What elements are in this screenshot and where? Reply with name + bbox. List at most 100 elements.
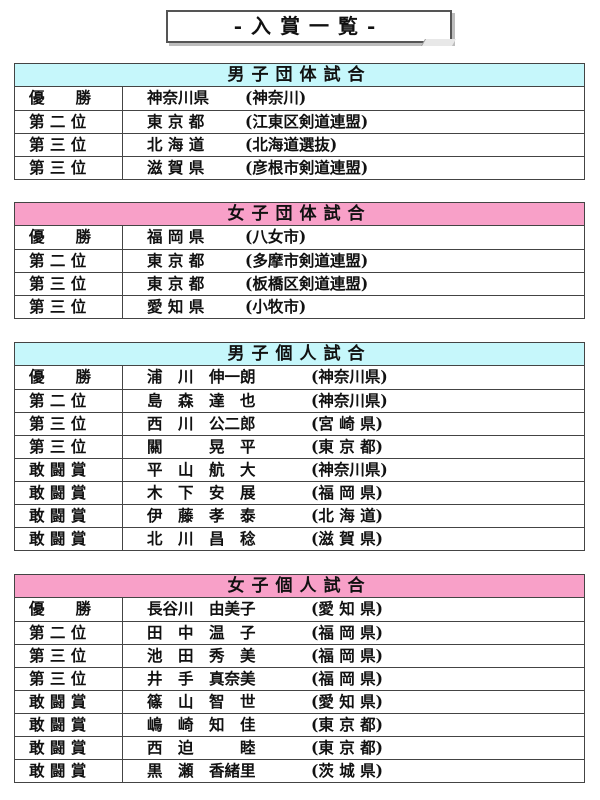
table-row: 第 三 位 東 京 都 (板橋区剣道連盟) bbox=[15, 272, 584, 295]
rank-cell: 第 二 位 bbox=[15, 250, 123, 272]
rank-cell: 優 勝 bbox=[15, 598, 123, 621]
entrant-name: 北 海 道 bbox=[147, 135, 205, 154]
affiliation: (八女市) bbox=[245, 227, 307, 246]
affiliation: (小牧市) bbox=[245, 297, 307, 316]
rank-cell: 敢 闘 賞 bbox=[15, 760, 123, 782]
info-cell: 東 京 都 (多摩市剣道連盟) bbox=[123, 250, 584, 272]
info-cell: 黒 瀬 香緒里 (茨 城 県) bbox=[123, 760, 584, 782]
entrant-name: 長谷川 由美子 bbox=[147, 599, 256, 618]
info-cell: 島 森 達 也 (神奈川県) bbox=[123, 390, 584, 412]
affiliation: (滋 賀 県) bbox=[311, 529, 383, 548]
table-row: 敢 闘 賞 平 山 航 大 (神奈川県) bbox=[15, 458, 584, 481]
rank-cell: 優 勝 bbox=[15, 87, 123, 110]
info-cell: 嶋 崎 知 佳 (東 京 都) bbox=[123, 714, 584, 736]
entrant-name: 伊 藤 孝 泰 bbox=[147, 506, 256, 525]
affiliation: (彦根市剣道連盟) bbox=[245, 158, 369, 177]
entrant-name: 木 下 安 展 bbox=[147, 483, 256, 502]
entrant-name: 島 森 達 也 bbox=[147, 391, 256, 410]
rank-cell: 第 三 位 bbox=[15, 668, 123, 690]
rank-cell: 第 三 位 bbox=[15, 134, 123, 156]
info-cell: 東 京 都 (江東区剣道連盟) bbox=[123, 111, 584, 133]
rank-cell: 第 三 位 bbox=[15, 436, 123, 458]
table-row: 第 三 位 關 晃 平 (東 京 都) bbox=[15, 435, 584, 458]
info-cell: 篠 山 智 世 (愛 知 県) bbox=[123, 691, 584, 713]
rank-cell: 敢 闘 賞 bbox=[15, 459, 123, 481]
info-cell: 東 京 都 (板橋区剣道連盟) bbox=[123, 273, 584, 295]
rank-cell: 第 三 位 bbox=[15, 413, 123, 435]
rank-cell: 第 二 位 bbox=[15, 111, 123, 133]
info-cell: 木 下 安 展 (福 岡 県) bbox=[123, 482, 584, 504]
table-row: 優 勝 神奈川県 (神奈川) bbox=[15, 87, 584, 110]
table-row: 敢 闘 賞 伊 藤 孝 泰 (北 海 道) bbox=[15, 504, 584, 527]
section-heading: 男子団体試合 bbox=[15, 64, 584, 87]
section-womens-team: 女子団体試合 優 勝福 岡 県 (八女市) 第 二 位東 京 都 (多摩市剣道連盟)… bbox=[14, 202, 585, 319]
info-cell: 神奈川県 (神奈川) bbox=[123, 87, 584, 110]
entrant-name: 井 手 真奈美 bbox=[147, 669, 256, 688]
affiliation: (神奈川県) bbox=[311, 367, 388, 386]
affiliation: (福 岡 県) bbox=[311, 623, 383, 642]
affiliation: (福 岡 県) bbox=[311, 646, 383, 665]
title-box: -入賞一覧- bbox=[166, 10, 457, 46]
table-row: 第 三 位 井 手 真奈美 (福 岡 県) bbox=[15, 667, 584, 690]
section-mens-team: 男子団体試合 優 勝神奈川県 (神奈川) 第 二 位東 京 都 (江東区剣道連盟) … bbox=[14, 63, 585, 180]
section-heading: 女子団体試合 bbox=[15, 203, 584, 226]
entrant-name: 西 川 公二郎 bbox=[147, 414, 256, 433]
section-mens-individual: 男子個人試合 優 勝 浦 川 伸一朗 (神奈川県) 第 二 位 島 森 達 也 (神奈川… bbox=[14, 342, 585, 551]
rank-cell: 敢 闘 賞 bbox=[15, 528, 123, 550]
section-heading: 男子個人試合 bbox=[15, 343, 584, 366]
affiliation: (神奈川) bbox=[245, 88, 307, 107]
table-row: 敢 闘 賞 黒 瀬 香緒里 (茨 城 県) bbox=[15, 759, 584, 782]
table-row: 第 三 位 愛 知 県 (小牧市) bbox=[15, 295, 584, 318]
rank-cell: 優 勝 bbox=[15, 366, 123, 389]
affiliation: (宮 崎 県) bbox=[311, 414, 383, 433]
rank-cell: 敢 闘 賞 bbox=[15, 714, 123, 736]
affiliation: (神奈川県) bbox=[311, 460, 388, 479]
info-cell: 滋 賀 県 (彦根市剣道連盟) bbox=[123, 157, 584, 179]
info-cell: 西 迫 睦 (東 京 都) bbox=[123, 737, 584, 759]
table-row: 優 勝 福 岡 県 (八女市) bbox=[15, 226, 584, 249]
title-fold-decoration bbox=[420, 39, 457, 46]
rank-cell: 敢 闘 賞 bbox=[15, 505, 123, 527]
rank-cell: 優 勝 bbox=[15, 226, 123, 249]
table-row: 第 二 位 田 中 温 子 (福 岡 県) bbox=[15, 621, 584, 644]
table-row: 第 三 位 北 海 道 (北海道選抜) bbox=[15, 133, 584, 156]
info-cell: 福 岡 県 (八女市) bbox=[123, 226, 584, 249]
table-row: 優 勝 浦 川 伸一朗 (神奈川県) bbox=[15, 366, 584, 389]
info-cell: 井 手 真奈美 (福 岡 県) bbox=[123, 668, 584, 690]
entrant-name: 篠 山 智 世 bbox=[147, 692, 256, 711]
info-cell: 田 中 温 子 (福 岡 県) bbox=[123, 622, 584, 644]
affiliation: (東 京 都) bbox=[311, 437, 383, 456]
table-row: 敢 闘 賞 嶋 崎 知 佳 (東 京 都) bbox=[15, 713, 584, 736]
entrant-name: 浦 川 伸一朗 bbox=[147, 367, 256, 386]
entrant-name: 東 京 都 bbox=[147, 274, 205, 293]
info-cell: 長谷川 由美子 (愛 知 県) bbox=[123, 598, 584, 621]
affiliation: (愛 知 県) bbox=[311, 599, 383, 618]
info-cell: 北 海 道 (北海道選抜) bbox=[123, 134, 584, 156]
entrant-name: 東 京 都 bbox=[147, 112, 205, 131]
affiliation: (多摩市剣道連盟) bbox=[245, 251, 369, 270]
affiliation: (北海道選抜) bbox=[245, 135, 338, 154]
entrant-name: 神奈川県 bbox=[147, 88, 210, 107]
info-cell: 伊 藤 孝 泰 (北 海 道) bbox=[123, 505, 584, 527]
entrant-name: 黒 瀬 香緒里 bbox=[147, 761, 256, 780]
rank-cell: 第 二 位 bbox=[15, 622, 123, 644]
table-row: 第 二 位 東 京 都 (多摩市剣道連盟) bbox=[15, 249, 584, 272]
info-cell: 西 川 公二郎 (宮 崎 県) bbox=[123, 413, 584, 435]
table-row: 第 三 位 西 川 公二郎 (宮 崎 県) bbox=[15, 412, 584, 435]
entrant-name: 關 晃 平 bbox=[147, 437, 256, 456]
table-row: 敢 闘 賞 西 迫 睦 (東 京 都) bbox=[15, 736, 584, 759]
rank-cell: 第 三 位 bbox=[15, 273, 123, 295]
affiliation: (板橋区剣道連盟) bbox=[245, 274, 369, 293]
table-row: 第 三 位 滋 賀 県 (彦根市剣道連盟) bbox=[15, 156, 584, 179]
affiliation: (東 京 都) bbox=[311, 715, 383, 734]
entrant-name: 滋 賀 県 bbox=[147, 158, 205, 177]
affiliation: (福 岡 県) bbox=[311, 483, 383, 502]
entrant-name: 平 山 航 大 bbox=[147, 460, 256, 479]
table-row: 第 二 位 東 京 都 (江東区剣道連盟) bbox=[15, 110, 584, 133]
affiliation: (北 海 道) bbox=[311, 506, 383, 525]
info-cell: 浦 川 伸一朗 (神奈川県) bbox=[123, 366, 584, 389]
rank-cell: 第 三 位 bbox=[15, 645, 123, 667]
entrant-name: 田 中 温 子 bbox=[147, 623, 256, 642]
table-row: 優 勝 長谷川 由美子 (愛 知 県) bbox=[15, 598, 584, 621]
table-row: 敢 闘 賞 北 川 昌 稔 (滋 賀 県) bbox=[15, 527, 584, 550]
